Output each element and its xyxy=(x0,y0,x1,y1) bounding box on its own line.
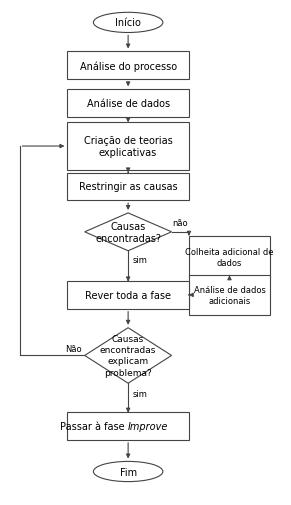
FancyBboxPatch shape xyxy=(67,123,189,170)
Text: Restringir as causas: Restringir as causas xyxy=(79,182,178,192)
Text: sim: sim xyxy=(132,256,147,265)
FancyBboxPatch shape xyxy=(67,90,189,118)
FancyBboxPatch shape xyxy=(67,413,189,440)
Text: Rever toda a fase: Rever toda a fase xyxy=(85,290,171,300)
Ellipse shape xyxy=(93,13,163,33)
Polygon shape xyxy=(85,328,172,383)
FancyBboxPatch shape xyxy=(189,276,270,315)
FancyBboxPatch shape xyxy=(189,236,270,279)
Text: Análise do processo: Análise do processo xyxy=(79,61,177,71)
FancyBboxPatch shape xyxy=(67,173,189,201)
Text: não: não xyxy=(173,218,188,227)
Text: sim: sim xyxy=(132,389,147,398)
FancyBboxPatch shape xyxy=(67,53,189,80)
Ellipse shape xyxy=(93,462,163,482)
Text: Colheita adicional de
dados: Colheita adicional de dados xyxy=(185,248,274,267)
Text: Passar à fase: Passar à fase xyxy=(60,421,128,431)
Text: Análise de dados
adicionais: Análise de dados adicionais xyxy=(194,286,265,305)
Text: Causas
encontradas?: Causas encontradas? xyxy=(95,221,161,243)
Text: Não: Não xyxy=(65,345,82,354)
Text: Improve: Improve xyxy=(128,421,168,431)
FancyBboxPatch shape xyxy=(67,281,189,309)
Text: Causas
encontradas
explicam
problema?: Causas encontradas explicam problema? xyxy=(100,335,156,377)
Polygon shape xyxy=(85,214,172,251)
Text: Fim: Fim xyxy=(120,467,137,477)
Text: Criação de teorias
explicativas: Criação de teorias explicativas xyxy=(84,136,173,158)
Text: Início: Início xyxy=(115,18,141,28)
Text: Análise de dados: Análise de dados xyxy=(86,99,170,109)
